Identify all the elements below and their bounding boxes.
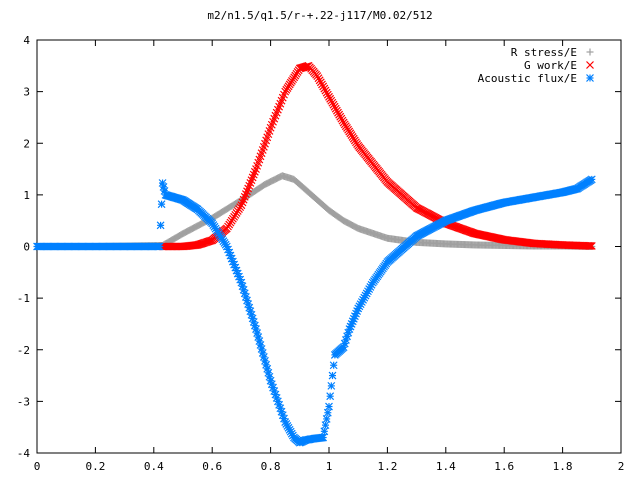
x-tick-label: 0.2 <box>85 460 105 473</box>
y-tick-label: 3 <box>23 86 30 99</box>
data-point <box>586 242 595 250</box>
data-point <box>336 112 345 121</box>
data-point <box>261 356 269 365</box>
data-point <box>326 392 335 401</box>
data-point <box>322 415 331 423</box>
y-tick-label: -2 <box>17 344 30 357</box>
data-point <box>337 114 346 123</box>
data-point <box>320 84 329 93</box>
y-tick-label: 0 <box>23 241 30 254</box>
x-tick-label: 1.4 <box>436 460 456 473</box>
x-tick-label: 0 <box>34 460 41 473</box>
data-point <box>335 110 344 119</box>
y-tick-label: -3 <box>17 395 30 408</box>
data-point <box>316 78 325 87</box>
data-point <box>313 72 322 81</box>
data-point <box>318 80 326 89</box>
legend-marker <box>586 48 594 56</box>
data-point <box>327 381 336 390</box>
data-point <box>315 76 324 85</box>
data-point <box>587 175 596 184</box>
x-tick-label: 2 <box>618 460 625 473</box>
data-point <box>159 183 168 191</box>
data-point <box>327 96 336 105</box>
data-point <box>334 108 342 117</box>
series-3 <box>33 175 596 447</box>
x-tick-label: 1.8 <box>553 460 573 473</box>
data-point <box>332 106 341 115</box>
x-tick-label: 1 <box>326 460 333 473</box>
data-point <box>328 98 337 107</box>
data-point <box>320 427 329 436</box>
chart-title: m2/n1.5/q1.5/r-+.22-j117/M0.02/512 <box>207 9 433 22</box>
y-tick-label: -4 <box>17 447 31 460</box>
data-point <box>585 241 594 250</box>
data-point <box>325 92 333 101</box>
legend-marker <box>586 74 594 82</box>
data-point <box>322 88 331 97</box>
data-point <box>323 408 332 417</box>
data-point <box>338 116 347 125</box>
data-point <box>319 433 328 442</box>
y-tick-label: 4 <box>23 34 30 47</box>
data-point <box>321 86 330 95</box>
legend-label: R stress/E <box>511 46 577 59</box>
x-tick-label: 1.6 <box>494 460 514 473</box>
x-tick-label: 0.8 <box>261 460 281 473</box>
data-point <box>326 94 335 103</box>
plot-area <box>33 61 596 447</box>
data-point <box>330 102 339 111</box>
x-tick-label: 0.6 <box>202 460 222 473</box>
data-point <box>584 241 593 250</box>
data-point <box>329 100 338 109</box>
data-point <box>155 242 164 251</box>
series-2 <box>158 61 596 251</box>
data-point <box>321 421 330 430</box>
data-point <box>319 82 328 91</box>
data-point <box>587 242 596 250</box>
legend-label: Acoustic flux/E <box>478 72 577 85</box>
data-point <box>331 104 340 113</box>
data-point <box>329 361 338 370</box>
y-tick-label: -1 <box>17 292 30 305</box>
data-point <box>323 90 332 99</box>
data-point <box>328 371 337 380</box>
legend-label: G work/E <box>524 59 577 72</box>
data-point <box>156 221 165 230</box>
y-tick-label: 2 <box>23 137 30 150</box>
axis-ticks: 0 0.2 0.4 0.6 0.8 1 1.2 1.4 1.6 1.8 2 4 3 2 1 0 -1 -2 -3 -4 <box>17 34 625 473</box>
y-tick-label: 1 <box>23 189 30 202</box>
x-tick-label: 1.2 <box>377 460 397 473</box>
data-point <box>259 352 268 361</box>
data-point <box>314 74 323 83</box>
data-point <box>157 200 166 209</box>
legend-marker <box>586 61 594 69</box>
data-point <box>325 402 333 411</box>
x-tick-label: 0.4 <box>144 460 164 473</box>
